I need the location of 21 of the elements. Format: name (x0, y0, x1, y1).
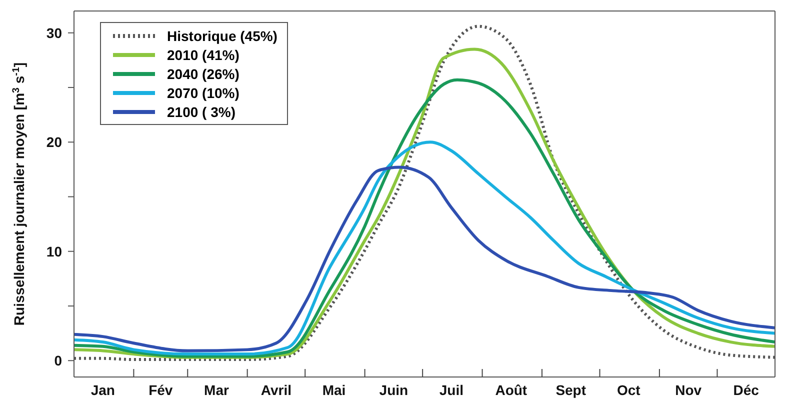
legend-label: 2010 (41%) (167, 46, 240, 62)
x-tick-label: Sept (556, 382, 586, 398)
x-tick-label: Fév (148, 382, 173, 398)
y-tick-label: 0 (54, 352, 62, 369)
legend-label: Historique (45%) (167, 28, 278, 44)
x-tick-label: Mar (204, 382, 230, 398)
x-tick-label: Août (495, 382, 528, 398)
x-tick-label: Déc (733, 382, 760, 398)
x-tick-label: Nov (675, 382, 702, 398)
y-tick-label: 10 (46, 243, 62, 260)
x-tick-label: Juil (439, 382, 464, 398)
x-tick-label: Oct (616, 382, 641, 398)
legend-label: 2040 (26%) (167, 66, 240, 82)
legend-label: 2070 (10%) (167, 84, 240, 100)
x-tick-label: Mai (322, 382, 346, 398)
x-tick-label: Jan (90, 382, 115, 398)
x-tick-label: Juin (379, 382, 408, 398)
legend-label: 2100 ( 3%) (167, 104, 236, 120)
x-tick-label: Avril (260, 382, 292, 398)
y-tick-label: 20 (46, 134, 62, 150)
y-tick-label: 30 (46, 24, 62, 41)
